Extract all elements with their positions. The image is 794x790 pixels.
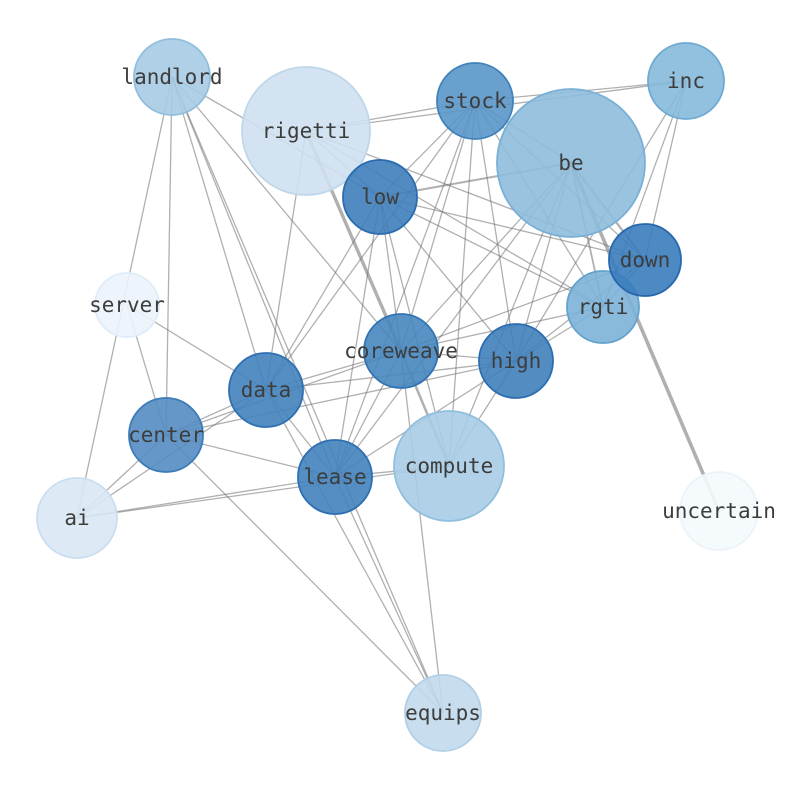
node-be	[496, 88, 646, 238]
edge-landlord-data	[171, 76, 267, 391]
node-equips	[404, 674, 482, 752]
edge-landlord-lease	[171, 76, 336, 478]
node-rgti	[566, 270, 640, 344]
node-landlord	[133, 38, 211, 116]
edge-coreweave-equips	[400, 350, 444, 714]
edge-stock-lease	[334, 100, 476, 478]
node-down	[608, 223, 682, 297]
node-coreweave	[363, 313, 439, 389]
edge-stock-data	[265, 100, 476, 391]
node-server	[94, 272, 160, 338]
edge-high-center	[165, 360, 517, 436]
node-compute	[393, 410, 505, 522]
node-inc	[647, 42, 725, 120]
edge-lease-ai	[76, 476, 336, 519]
node-lease	[297, 439, 373, 515]
edge-compute-ai	[76, 465, 450, 519]
edge-low-rgti	[379, 196, 604, 308]
node-low	[342, 159, 418, 235]
node-stock	[436, 62, 514, 140]
node-data	[228, 352, 304, 428]
edge-center-equips	[165, 434, 444, 714]
edge-landlord-center	[165, 76, 173, 436]
node-center	[128, 397, 204, 473]
edge-lease-equips	[334, 476, 444, 714]
edge-low-lease	[334, 196, 381, 478]
node-high	[478, 323, 554, 399]
node-ai	[36, 477, 118, 559]
edge-data-equips	[265, 389, 444, 714]
node-rigetti	[241, 66, 371, 196]
edge-landlord-equips	[171, 76, 444, 714]
edge-low-down	[379, 196, 646, 261]
node-uncertain	[679, 471, 759, 551]
